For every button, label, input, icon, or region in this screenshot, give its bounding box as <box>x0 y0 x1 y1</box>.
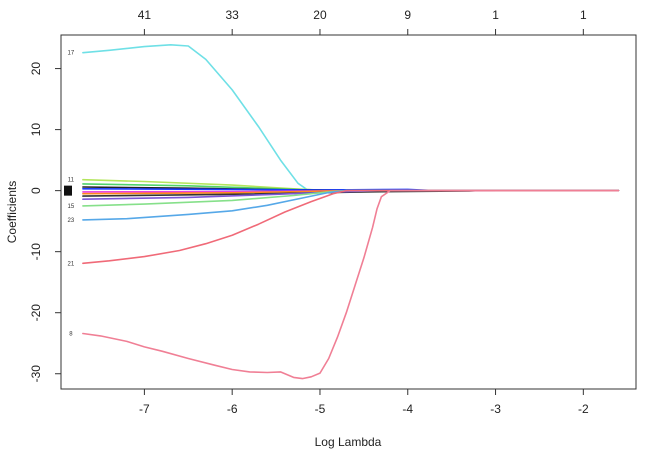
series-label-9: 15 <box>68 204 75 210</box>
top-tick-label: 20 <box>313 8 327 22</box>
series-labels: 17 11 15 23 21 8 <box>64 51 75 338</box>
y-tick-label: -20 <box>29 304 43 322</box>
series-line-12 <box>82 189 620 380</box>
y-tick-label: 20 <box>29 62 43 76</box>
series-label-10: 23 <box>68 218 75 224</box>
top-axis: 41 33 20 9 1 1 <box>138 8 587 35</box>
x-tick-label: -7 <box>139 402 150 416</box>
plot-frame <box>60 34 637 390</box>
series-line-0 <box>82 44 620 192</box>
series-label-1: 11 <box>68 178 75 184</box>
y-tick-label: -10 <box>29 243 43 261</box>
top-tick-label: 1 <box>492 8 499 22</box>
series-line-11 <box>82 189 620 265</box>
x-tick-label: -6 <box>227 402 238 416</box>
y-tick-label: -30 <box>29 365 43 383</box>
x-tick-label: -5 <box>315 402 326 416</box>
series-label-0: 17 <box>68 51 75 57</box>
top-tick-label: 33 <box>226 8 240 22</box>
y-tick-label: 0 <box>29 187 43 194</box>
overlapping-labels-mark <box>64 185 72 196</box>
top-tick-label: 9 <box>404 8 411 22</box>
x-axis-title: Log Lambda <box>315 435 382 449</box>
top-tick-label: 41 <box>138 8 152 22</box>
x-tick-label: -3 <box>490 402 501 416</box>
left-axis: -30 -20 -10 0 10 20 <box>29 62 61 383</box>
top-tick-label: 1 <box>580 8 587 22</box>
y-tick-label: 10 <box>29 123 43 137</box>
bottom-axis: -7 -6 -5 -4 -3 -2 <box>139 389 589 416</box>
x-tick-label: -4 <box>402 402 413 416</box>
series-layer <box>82 44 620 380</box>
series-label-11: 21 <box>68 261 75 267</box>
y-axis-title: Coefficients <box>5 181 19 243</box>
x-tick-label: -2 <box>578 402 589 416</box>
series-label-12: 8 <box>69 332 73 338</box>
